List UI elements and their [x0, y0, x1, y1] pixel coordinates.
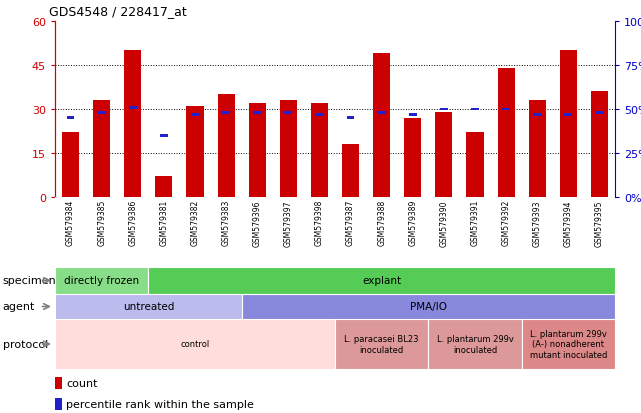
Text: GSM579383: GSM579383 [222, 199, 231, 246]
Text: L. plantarum 299v
(A-) nonadherent
mutant inoculated: L. plantarum 299v (A-) nonadherent mutan… [529, 329, 607, 359]
Bar [311, 104, 328, 197]
Bar [279, 101, 297, 197]
Bar [98, 112, 106, 115]
Bar [335, 319, 428, 369]
Text: GSM579390: GSM579390 [439, 199, 449, 246]
Text: percentile rank within the sample: percentile rank within the sample [66, 399, 254, 409]
Text: control: control [180, 339, 210, 349]
Bar [62, 133, 79, 197]
Bar [55, 319, 335, 369]
Text: specimen: specimen [3, 276, 56, 286]
Text: agent: agent [3, 302, 35, 312]
Text: directly frozen: directly frozen [64, 276, 139, 286]
Text: GSM579389: GSM579389 [408, 199, 417, 246]
Text: GSM579398: GSM579398 [315, 199, 324, 246]
Text: GSM579391: GSM579391 [470, 199, 479, 246]
Bar [404, 119, 421, 197]
Bar [129, 107, 137, 109]
Bar [124, 51, 141, 197]
Bar [253, 112, 261, 115]
Bar [560, 51, 577, 197]
Bar [378, 112, 385, 115]
Bar [155, 177, 172, 197]
Text: GSM579393: GSM579393 [533, 199, 542, 246]
Text: GSM579397: GSM579397 [284, 199, 293, 246]
Text: explant: explant [362, 276, 401, 286]
Bar [529, 101, 545, 197]
Bar [242, 294, 615, 319]
Bar [533, 114, 541, 116]
Bar [191, 114, 199, 116]
Bar [440, 108, 448, 111]
Text: GSM579387: GSM579387 [346, 199, 355, 246]
Text: untreated: untreated [122, 302, 174, 312]
Text: GDS4548 / 228417_at: GDS4548 / 228417_at [49, 5, 187, 18]
Bar [347, 117, 354, 120]
Text: GSM579396: GSM579396 [253, 199, 262, 246]
Bar [565, 114, 572, 116]
Bar [497, 69, 515, 197]
Bar [373, 54, 390, 197]
Text: GSM579386: GSM579386 [128, 199, 137, 246]
Text: GSM579394: GSM579394 [564, 199, 573, 246]
Bar [217, 95, 235, 197]
Text: GSM579381: GSM579381 [160, 199, 169, 246]
Text: GSM579384: GSM579384 [66, 199, 75, 246]
Text: L. paracasei BL23
inoculated: L. paracasei BL23 inoculated [344, 335, 419, 354]
Bar [342, 145, 359, 197]
Text: L. plantarum 299v
inoculated: L. plantarum 299v inoculated [437, 335, 513, 354]
Text: PMA/IO: PMA/IO [410, 302, 447, 312]
Bar [55, 294, 242, 319]
Bar [428, 319, 522, 369]
Bar [503, 108, 510, 111]
Bar [522, 319, 615, 369]
Bar [67, 117, 74, 120]
Text: protocol: protocol [3, 339, 48, 349]
Bar [222, 112, 230, 115]
Bar [55, 398, 62, 410]
Bar [467, 133, 483, 197]
Text: GSM579395: GSM579395 [595, 199, 604, 246]
Bar [471, 108, 479, 111]
Bar [435, 113, 453, 197]
Bar [595, 112, 603, 115]
Text: GSM579385: GSM579385 [97, 199, 106, 246]
Bar [249, 104, 266, 197]
Bar [55, 377, 62, 389]
Text: GSM579388: GSM579388 [377, 199, 386, 246]
Text: count: count [66, 378, 97, 388]
Bar [187, 107, 204, 197]
Text: GSM579392: GSM579392 [502, 199, 511, 246]
Text: GSM579382: GSM579382 [190, 199, 199, 246]
Bar [591, 92, 608, 197]
Bar [55, 267, 148, 294]
Bar [148, 267, 615, 294]
Bar [160, 135, 168, 138]
Bar [285, 112, 292, 115]
Bar [409, 114, 417, 116]
Bar [93, 101, 110, 197]
Bar [315, 114, 323, 116]
